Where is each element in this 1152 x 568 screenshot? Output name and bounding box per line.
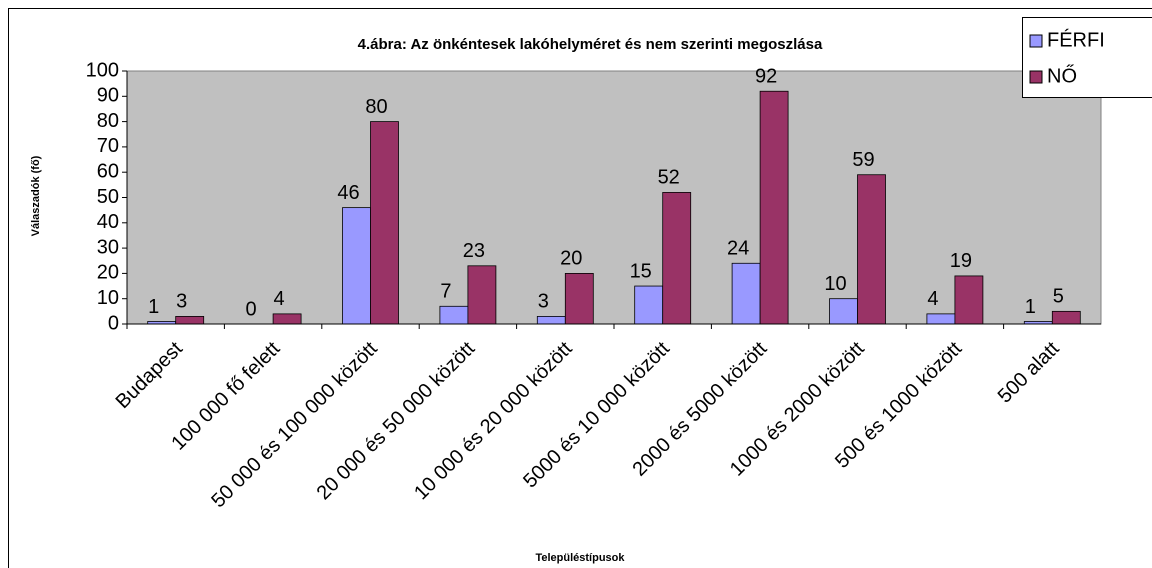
y-tick-label: 70 (97, 135, 119, 157)
bar (1051, 310, 1081, 325)
plot-area (126, 70, 1102, 325)
value-label: 1 (1025, 296, 1036, 318)
y-tick-label: 100 (86, 59, 119, 81)
bar (342, 207, 371, 325)
bar (536, 316, 566, 325)
bar (370, 121, 399, 325)
value-label: 46 (337, 182, 359, 204)
value-label: 92 (755, 66, 777, 88)
value-label: 59 (852, 149, 874, 171)
legend-swatch (1029, 34, 1043, 48)
bar (634, 285, 664, 325)
bar (829, 298, 858, 325)
y-tick-label: 90 (97, 85, 119, 107)
value-label: 20 (560, 248, 582, 270)
value-label: 0 (246, 298, 257, 320)
value-label: 24 (727, 238, 749, 260)
value-label: 10 (824, 273, 846, 295)
bar (564, 272, 594, 325)
value-label: 3 (176, 291, 187, 313)
value-label: 15 (630, 260, 652, 282)
bar (175, 316, 205, 325)
value-label: 5 (1053, 286, 1064, 308)
x-axis-label: Településtípusok (535, 552, 625, 564)
value-label: 4 (274, 288, 285, 310)
legend-label: NŐ (1047, 64, 1077, 87)
chart-title: 4.ábra: Az önkéntesek lakóhelyméret és n… (358, 36, 823, 53)
bar (272, 313, 302, 325)
bar (954, 275, 984, 325)
bar (857, 174, 886, 325)
bar (467, 265, 497, 325)
bar (926, 313, 956, 325)
bar (439, 305, 469, 325)
value-label: 19 (950, 250, 972, 272)
y-tick-label: 20 (97, 262, 119, 284)
bar (731, 262, 761, 325)
y-tick-label: 60 (97, 160, 119, 182)
y-tick-label: 80 (97, 110, 119, 132)
y-tick-label: 50 (97, 186, 119, 208)
value-label: 23 (463, 240, 485, 262)
bar (662, 192, 692, 325)
value-label: 7 (440, 281, 451, 303)
value-label: 1 (148, 296, 159, 318)
y-tick-label: 40 (97, 211, 119, 233)
value-label: 4 (927, 288, 938, 310)
legend-label: FÉRFI (1047, 28, 1105, 51)
y-axis-label: Válaszadók (fő) (30, 155, 42, 236)
value-label: 52 (658, 167, 680, 189)
legend-box (1022, 17, 1152, 98)
y-tick-label: 0 (108, 312, 119, 334)
legend-swatch (1029, 70, 1043, 84)
y-tick-label: 10 (97, 287, 119, 309)
y-tick-label: 30 (97, 236, 119, 258)
value-label: 3 (538, 291, 549, 313)
value-label: 80 (365, 96, 387, 118)
bar (759, 90, 789, 325)
